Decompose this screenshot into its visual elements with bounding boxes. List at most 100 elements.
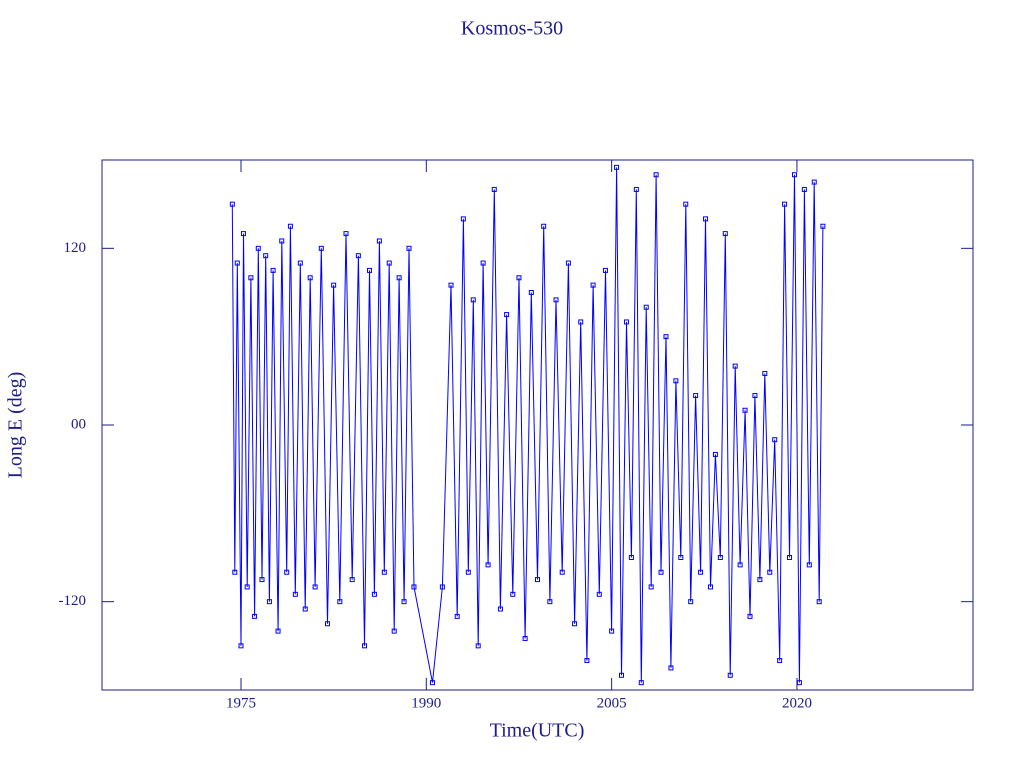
point — [668, 665, 674, 671]
point — [386, 260, 392, 266]
point — [528, 290, 534, 295]
point — [381, 569, 387, 575]
point — [255, 245, 261, 251]
y-tick-label: 120 — [64, 240, 87, 256]
point — [673, 378, 679, 384]
point — [391, 628, 397, 634]
point — [485, 562, 491, 568]
point — [266, 599, 272, 605]
y-tick-label: 00 — [71, 416, 86, 432]
point — [366, 267, 372, 273]
point — [658, 569, 664, 575]
point — [475, 643, 481, 649]
point — [614, 164, 620, 170]
point — [234, 260, 240, 266]
point — [287, 223, 293, 229]
point — [396, 275, 402, 281]
point — [252, 613, 258, 619]
point — [491, 186, 497, 192]
point — [229, 201, 235, 207]
point — [653, 172, 659, 178]
point — [401, 599, 407, 605]
point — [703, 216, 709, 222]
point — [270, 267, 276, 273]
point — [302, 606, 308, 612]
point — [633, 186, 639, 192]
point — [232, 569, 238, 575]
chart-title: Kosmos-530 — [461, 18, 563, 40]
point — [820, 223, 826, 229]
point — [439, 584, 445, 590]
point — [275, 628, 281, 634]
point — [643, 304, 649, 310]
point — [429, 680, 435, 686]
point — [465, 569, 471, 575]
point — [772, 437, 778, 443]
point — [678, 555, 684, 560]
point — [565, 260, 571, 266]
point — [584, 658, 590, 664]
point — [362, 643, 368, 649]
point — [767, 569, 773, 575]
point — [693, 393, 699, 399]
point — [791, 172, 797, 178]
point — [371, 591, 377, 597]
point — [541, 223, 547, 229]
point — [572, 621, 578, 627]
x-tick-label: 2020 — [782, 695, 812, 711]
point — [337, 599, 343, 605]
point — [688, 599, 694, 605]
point — [480, 260, 486, 266]
point — [559, 569, 565, 575]
point — [547, 599, 553, 605]
y-axis-label: Long E (deg) — [5, 372, 27, 479]
point — [470, 297, 476, 303]
point — [747, 613, 753, 619]
y-tick-label: -120 — [59, 593, 87, 609]
point — [628, 555, 634, 560]
point — [284, 569, 290, 575]
point — [343, 231, 349, 237]
point — [460, 216, 466, 222]
point — [623, 319, 629, 325]
point — [454, 613, 460, 619]
point — [448, 282, 454, 288]
point — [522, 635, 528, 641]
point — [742, 407, 748, 413]
point — [248, 275, 254, 281]
point — [663, 334, 669, 340]
point — [355, 253, 361, 259]
point — [816, 599, 822, 605]
point — [811, 179, 817, 185]
point — [602, 267, 608, 273]
point — [510, 591, 516, 597]
series-line — [231, 167, 824, 683]
point — [727, 672, 733, 678]
point — [497, 606, 503, 612]
point — [806, 562, 812, 568]
point — [722, 231, 728, 237]
point — [376, 238, 382, 244]
point — [707, 584, 713, 590]
point — [777, 658, 783, 664]
point — [553, 297, 559, 303]
point — [244, 584, 250, 590]
point — [312, 584, 318, 590]
point — [737, 562, 743, 568]
point — [292, 591, 298, 597]
point — [648, 584, 654, 590]
point — [732, 363, 738, 369]
point — [324, 621, 330, 627]
point — [318, 245, 324, 251]
point — [752, 393, 758, 399]
point — [762, 370, 768, 376]
point — [782, 201, 788, 207]
point — [619, 672, 625, 678]
x-tick-label: 1975 — [226, 695, 256, 711]
point — [349, 577, 355, 583]
x-tick-label: 1990 — [411, 695, 441, 711]
point — [609, 628, 615, 634]
point — [263, 253, 269, 259]
point — [638, 680, 644, 686]
